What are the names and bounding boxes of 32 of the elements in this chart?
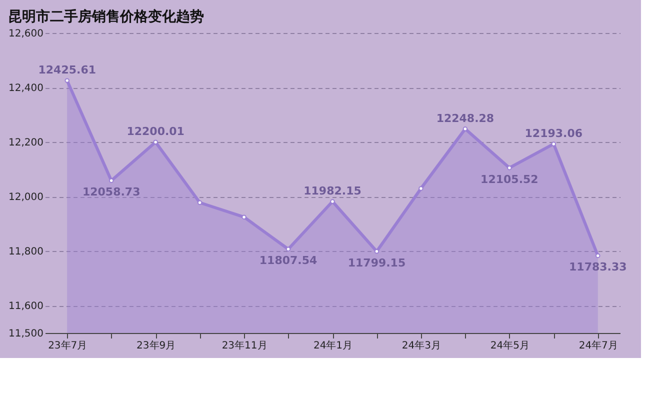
x-tick-label: 23年7月: [48, 340, 88, 352]
point: [507, 165, 512, 170]
point: [418, 186, 424, 191]
data-label: 12248.28: [436, 112, 494, 125]
x-tick-label: 24年3月: [402, 340, 442, 352]
data-label: 12058.73: [82, 186, 140, 199]
y-tick-label: 12,600: [8, 28, 44, 40]
y-tick-label: 11,800: [8, 246, 44, 258]
data-label: 11982.15: [304, 184, 362, 198]
y-tick-label: 12,400: [8, 83, 44, 94]
point: [64, 78, 70, 83]
point: [197, 200, 202, 206]
point: [596, 253, 600, 258]
data-label: 12200.01: [126, 125, 184, 138]
y-tick-label: 11,500: [8, 328, 44, 340]
y-tick-label: 12,200: [8, 138, 44, 149]
x-tick-label: 24年1月: [313, 340, 353, 352]
y-tick-label: 12,000: [8, 192, 44, 204]
x-tick-label: 23年11月: [222, 340, 268, 352]
y-tick-label: 11,600: [8, 301, 44, 312]
chart-title: 昆明市二手房销售价格变化趋势: [8, 8, 204, 25]
point: [242, 214, 246, 220]
data-label: 11807.54: [259, 254, 318, 268]
x-tick-label: 23年9月: [136, 340, 176, 352]
data-label: 12193.06: [524, 126, 583, 140]
x-tick-label: 24年5月: [490, 340, 530, 352]
x-tick-label: 24年7月: [578, 340, 618, 352]
data-label: 12105.52: [480, 172, 538, 186]
point: [286, 246, 291, 252]
data-label: 12425.61: [38, 64, 96, 77]
data-label: 11783.33: [569, 260, 627, 274]
data-label: 11799.15: [348, 256, 406, 270]
